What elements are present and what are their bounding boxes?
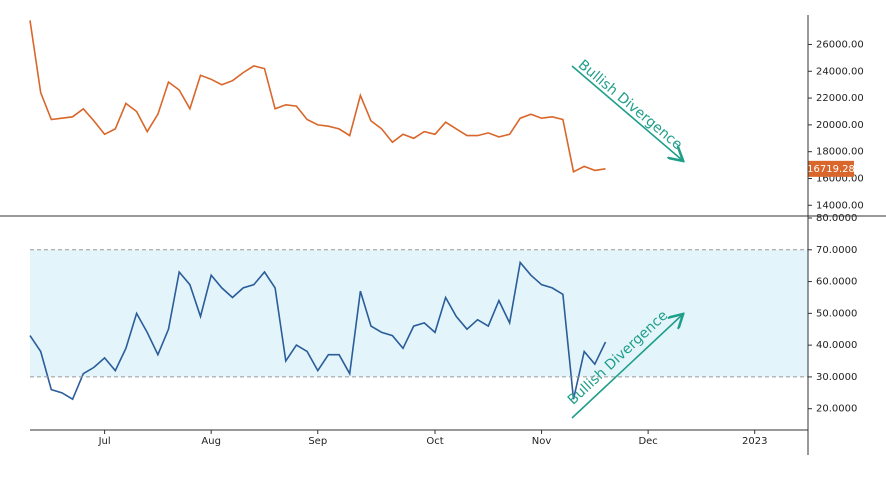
annotation: Bullish Divergence [575, 57, 685, 153]
y-tick-label: 22000.00 [816, 93, 864, 104]
price-line [29, 20, 606, 173]
band [30, 249, 808, 377]
y-tick-label: 14000.00 [816, 200, 864, 211]
y-tick-label: 16000.00 [816, 173, 864, 184]
x-tick-label: Aug [201, 436, 221, 447]
x-tick-label: Oct [426, 436, 443, 447]
x-tick-label: Nov [532, 436, 552, 447]
price-label: 16719.28 [807, 164, 855, 175]
x-tick-label: Sep [308, 436, 327, 447]
x-tick-label: Jul [98, 436, 111, 447]
x-tick-label: 2023 [742, 436, 767, 447]
y-tick-label: 60.0000 [816, 277, 857, 288]
y-tick-label: 24000.00 [816, 66, 864, 77]
arrow [571, 65, 682, 160]
y-tick-label: 18000.00 [816, 147, 864, 158]
y-tick-label: 70.0000 [816, 245, 857, 256]
y-tick-label: 80.0000 [816, 213, 857, 224]
price-label-box [808, 160, 854, 177]
price-line [29, 260, 607, 401]
y-tick-label: 20.0000 [816, 404, 857, 415]
y-tick-label: 26000.00 [816, 39, 864, 50]
y-tick-label: 40.0000 [816, 340, 857, 351]
y-tick-label: 30.0000 [816, 372, 857, 383]
arrow [571, 315, 682, 419]
y-tick-label: 20000.00 [816, 120, 864, 131]
y-tick-label: 50.0000 [816, 308, 857, 319]
x-tick-label: Dec [638, 436, 657, 447]
